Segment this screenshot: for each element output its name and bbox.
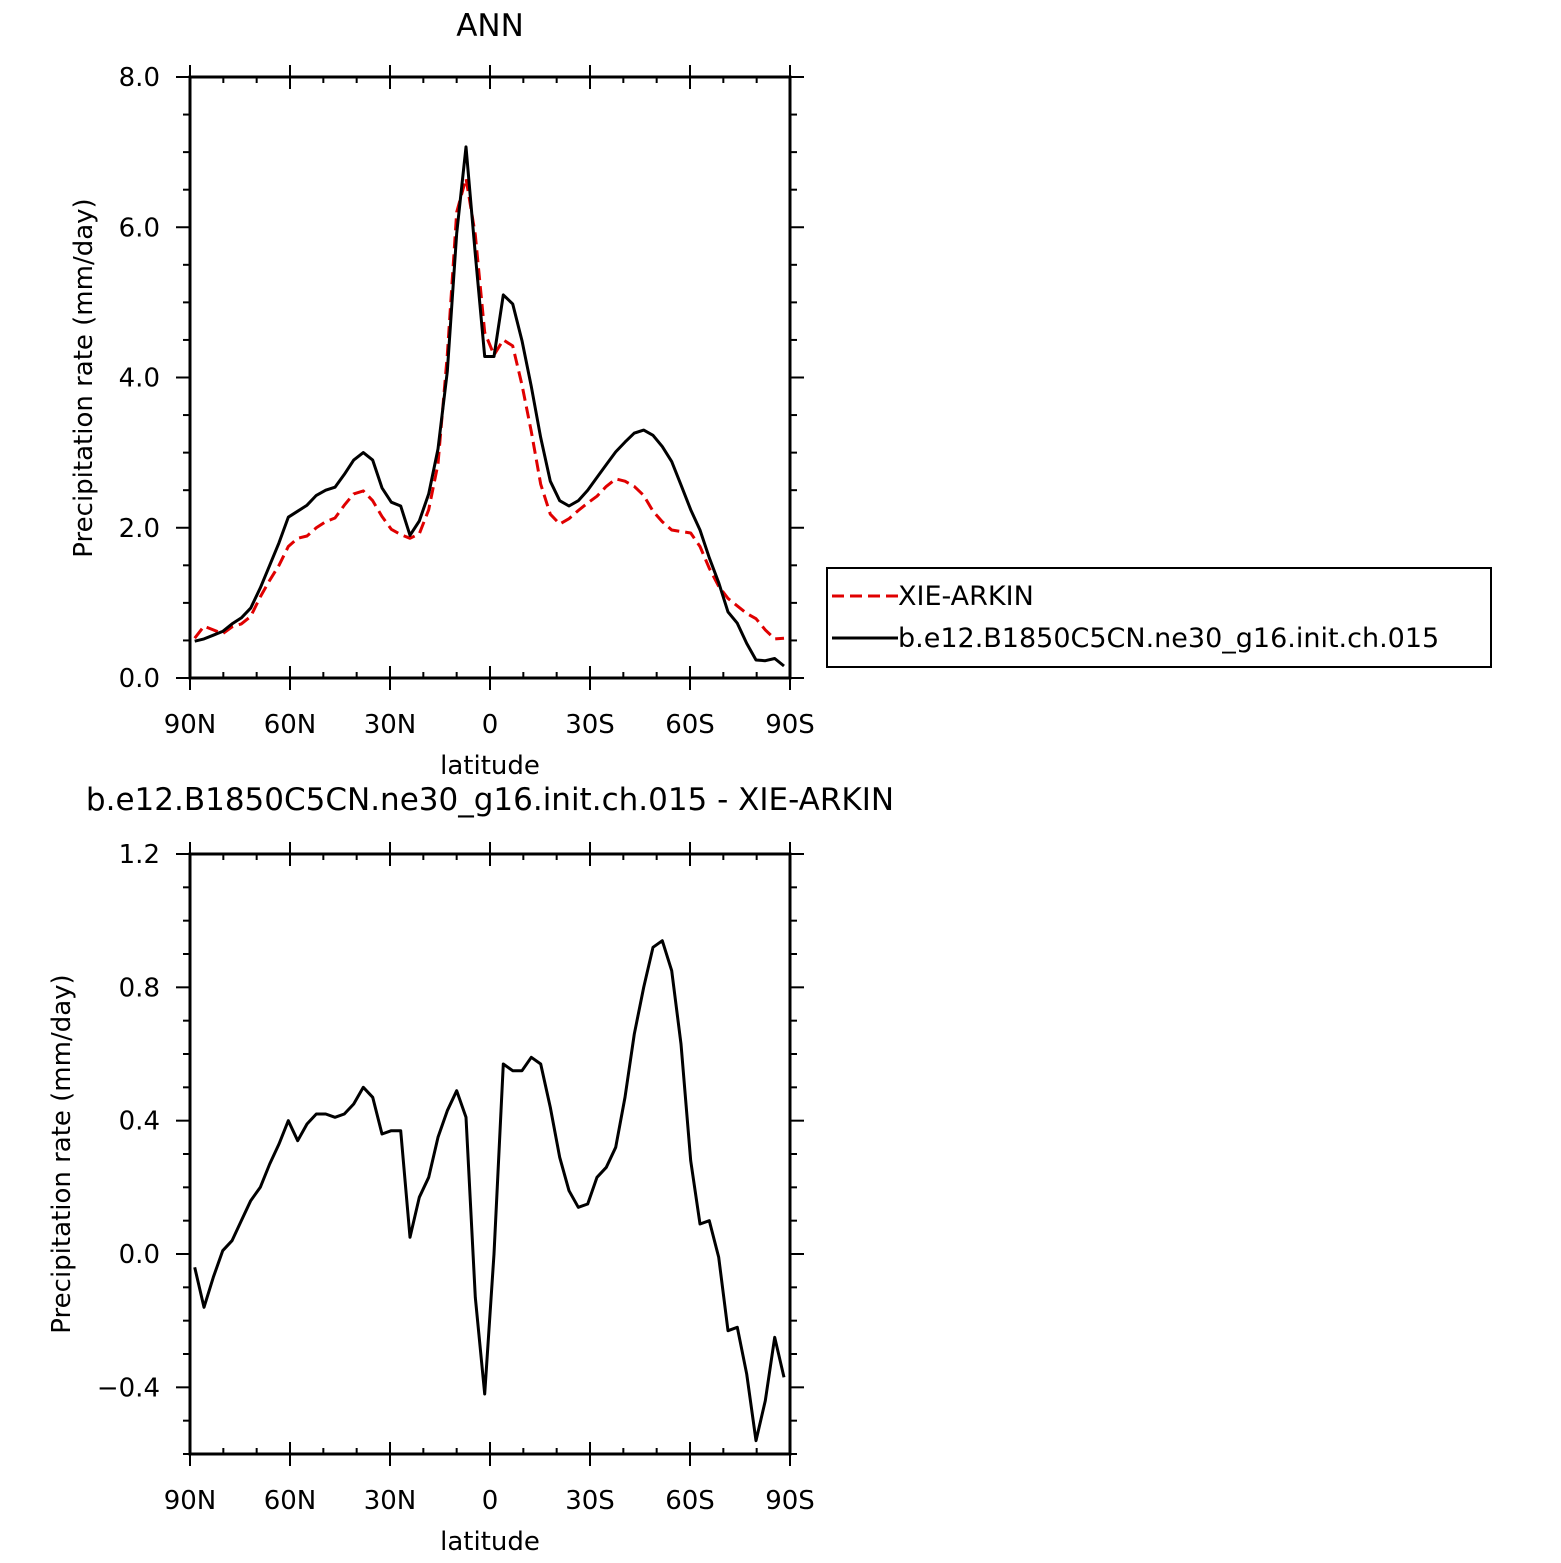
top-chart-title: ANN — [456, 8, 524, 44]
bottom-chart-panel: b.e12.B1850C5CN.ne30_g16.init.ch.015 - X… — [47, 782, 894, 1557]
legend-label-model: b.e12.B1850C5CN.ne30_g16.init.ch.015 — [898, 623, 1439, 654]
top-chart-y-tick-label: 6.0 — [119, 213, 160, 243]
bottom-chart-axis-ticks: 90N 60N 30N 0 30S 60S 90S −0.4 0.0 0.4 0.8 1.2 — [97, 840, 815, 1516]
top-chart-y-tick-label: 0.0 — [119, 664, 160, 694]
bottom-chart-x-tick-label: 60S — [665, 1486, 715, 1516]
bottom-chart-x-tick-label: 90S — [765, 1486, 815, 1516]
top-chart-y-tick-label: 4.0 — [119, 364, 160, 394]
bottom-chart-x-tick-label: 90N — [164, 1486, 217, 1516]
bottom-chart-title: b.e12.B1850C5CN.ne30_g16.init.ch.015 - X… — [86, 782, 894, 818]
bottom-chart-x-tick-label: 30S — [565, 1486, 615, 1516]
bottom-chart-x-tick-label: 0 — [482, 1486, 499, 1516]
legend-label-xie-arkin: XIE-ARKIN — [898, 581, 1034, 612]
top-chart-legend: XIE-ARKIN b.e12.B1850C5CN.ne30_g16.init.… — [826, 567, 1492, 668]
legend-box — [826, 567, 1492, 668]
top-chart-series-line-0 — [193, 176, 785, 641]
bottom-chart-y-tick-label: −0.4 — [97, 1373, 160, 1403]
bottom-chart-x-tick-label: 30N — [364, 1486, 417, 1516]
bottom-chart-y-axis-label: Precipitation rate (mm/day) — [47, 974, 77, 1333]
top-chart-y-tick-label: 8.0 — [119, 63, 160, 93]
top-chart-y-axis-label: Precipitation rate (mm/day) — [69, 198, 99, 557]
bottom-chart-y-tick-label: 1.2 — [119, 840, 160, 870]
top-chart-x-tick-label: 30N — [364, 710, 417, 740]
top-chart-panel: ANN 90N 60N 30N 0 30S 60S 90S 0.0 2.0 4.0 6.0 8.0 l… — [69, 8, 815, 781]
top-chart-plot-frame — [188, 75, 792, 680]
top-chart-x-tick-label: 0 — [482, 710, 499, 740]
top-chart-axis-ticks: 90N 60N 30N 0 30S 60S 90S 0.0 2.0 4.0 6.0 8.0 — [119, 63, 815, 740]
top-chart-x-tick-label: 60S — [665, 710, 715, 740]
bottom-chart-x-tick-label: 60N — [264, 1486, 317, 1516]
top-chart-x-axis-label: latitude — [440, 751, 540, 781]
bottom-chart-y-tick-label: 0.8 — [119, 973, 160, 1003]
bottom-chart-x-axis-label: latitude — [440, 1527, 540, 1557]
top-chart-y-tick-label: 2.0 — [119, 514, 160, 544]
bottom-chart-series — [193, 939, 786, 1443]
bottom-chart-plot-frame — [188, 852, 792, 1456]
bottom-chart-y-tick-label: 0.0 — [119, 1240, 160, 1270]
top-chart-series-line-1 — [194, 145, 785, 668]
top-chart-x-tick-label: 90S — [765, 710, 815, 740]
bottom-chart-y-tick-label: 0.4 — [119, 1107, 160, 1137]
top-chart-x-tick-label: 60N — [264, 710, 317, 740]
top-chart-x-tick-label: 90N — [164, 710, 217, 740]
bottom-chart-series-line-0 — [193, 939, 786, 1443]
top-chart-x-tick-label: 30S — [565, 710, 615, 740]
top-chart-series — [193, 145, 785, 668]
